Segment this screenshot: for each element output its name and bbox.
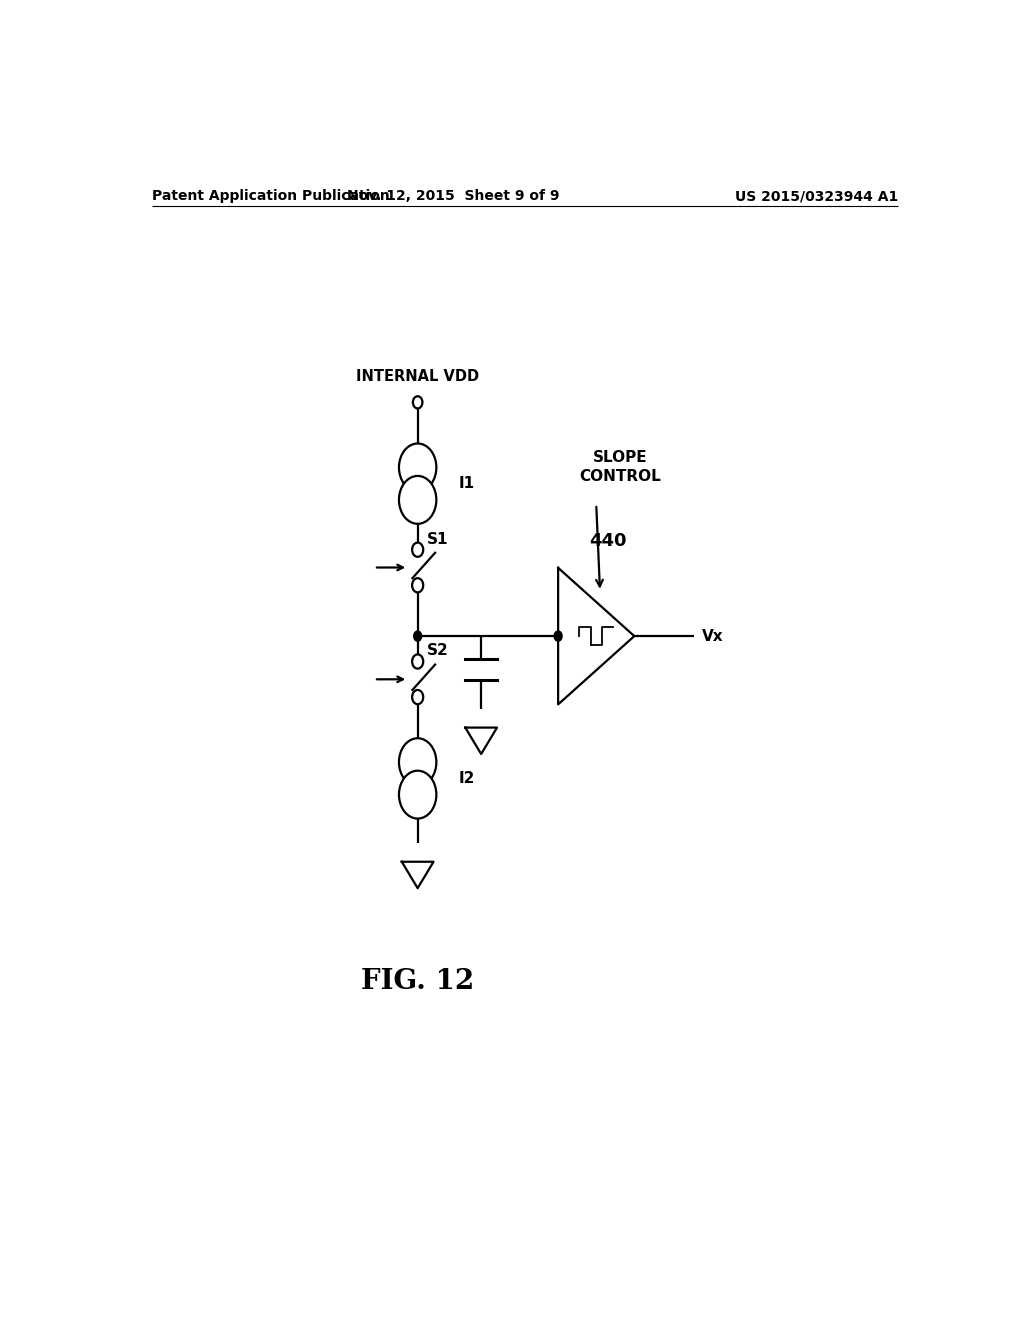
Circle shape [412, 578, 423, 593]
Text: Nov. 12, 2015  Sheet 9 of 9: Nov. 12, 2015 Sheet 9 of 9 [347, 189, 560, 203]
Text: S2: S2 [427, 643, 449, 659]
Circle shape [412, 690, 423, 704]
Circle shape [399, 738, 436, 787]
Text: FIG. 12: FIG. 12 [361, 968, 474, 995]
Circle shape [414, 631, 422, 642]
Text: Patent Application Publication: Patent Application Publication [152, 189, 389, 203]
Text: S1: S1 [427, 532, 449, 546]
Circle shape [413, 396, 423, 408]
Circle shape [399, 771, 436, 818]
Circle shape [399, 444, 436, 491]
Text: I1: I1 [459, 477, 475, 491]
Text: SLOPE
CONTROL: SLOPE CONTROL [580, 450, 660, 483]
Text: Vx: Vx [701, 628, 723, 644]
Circle shape [412, 543, 423, 557]
Circle shape [412, 655, 423, 669]
Text: I2: I2 [459, 771, 475, 785]
Circle shape [399, 477, 436, 524]
Circle shape [554, 631, 562, 642]
Text: INTERNAL VDD: INTERNAL VDD [356, 370, 479, 384]
Text: 440: 440 [589, 532, 627, 549]
Text: US 2015/0323944 A1: US 2015/0323944 A1 [734, 189, 898, 203]
